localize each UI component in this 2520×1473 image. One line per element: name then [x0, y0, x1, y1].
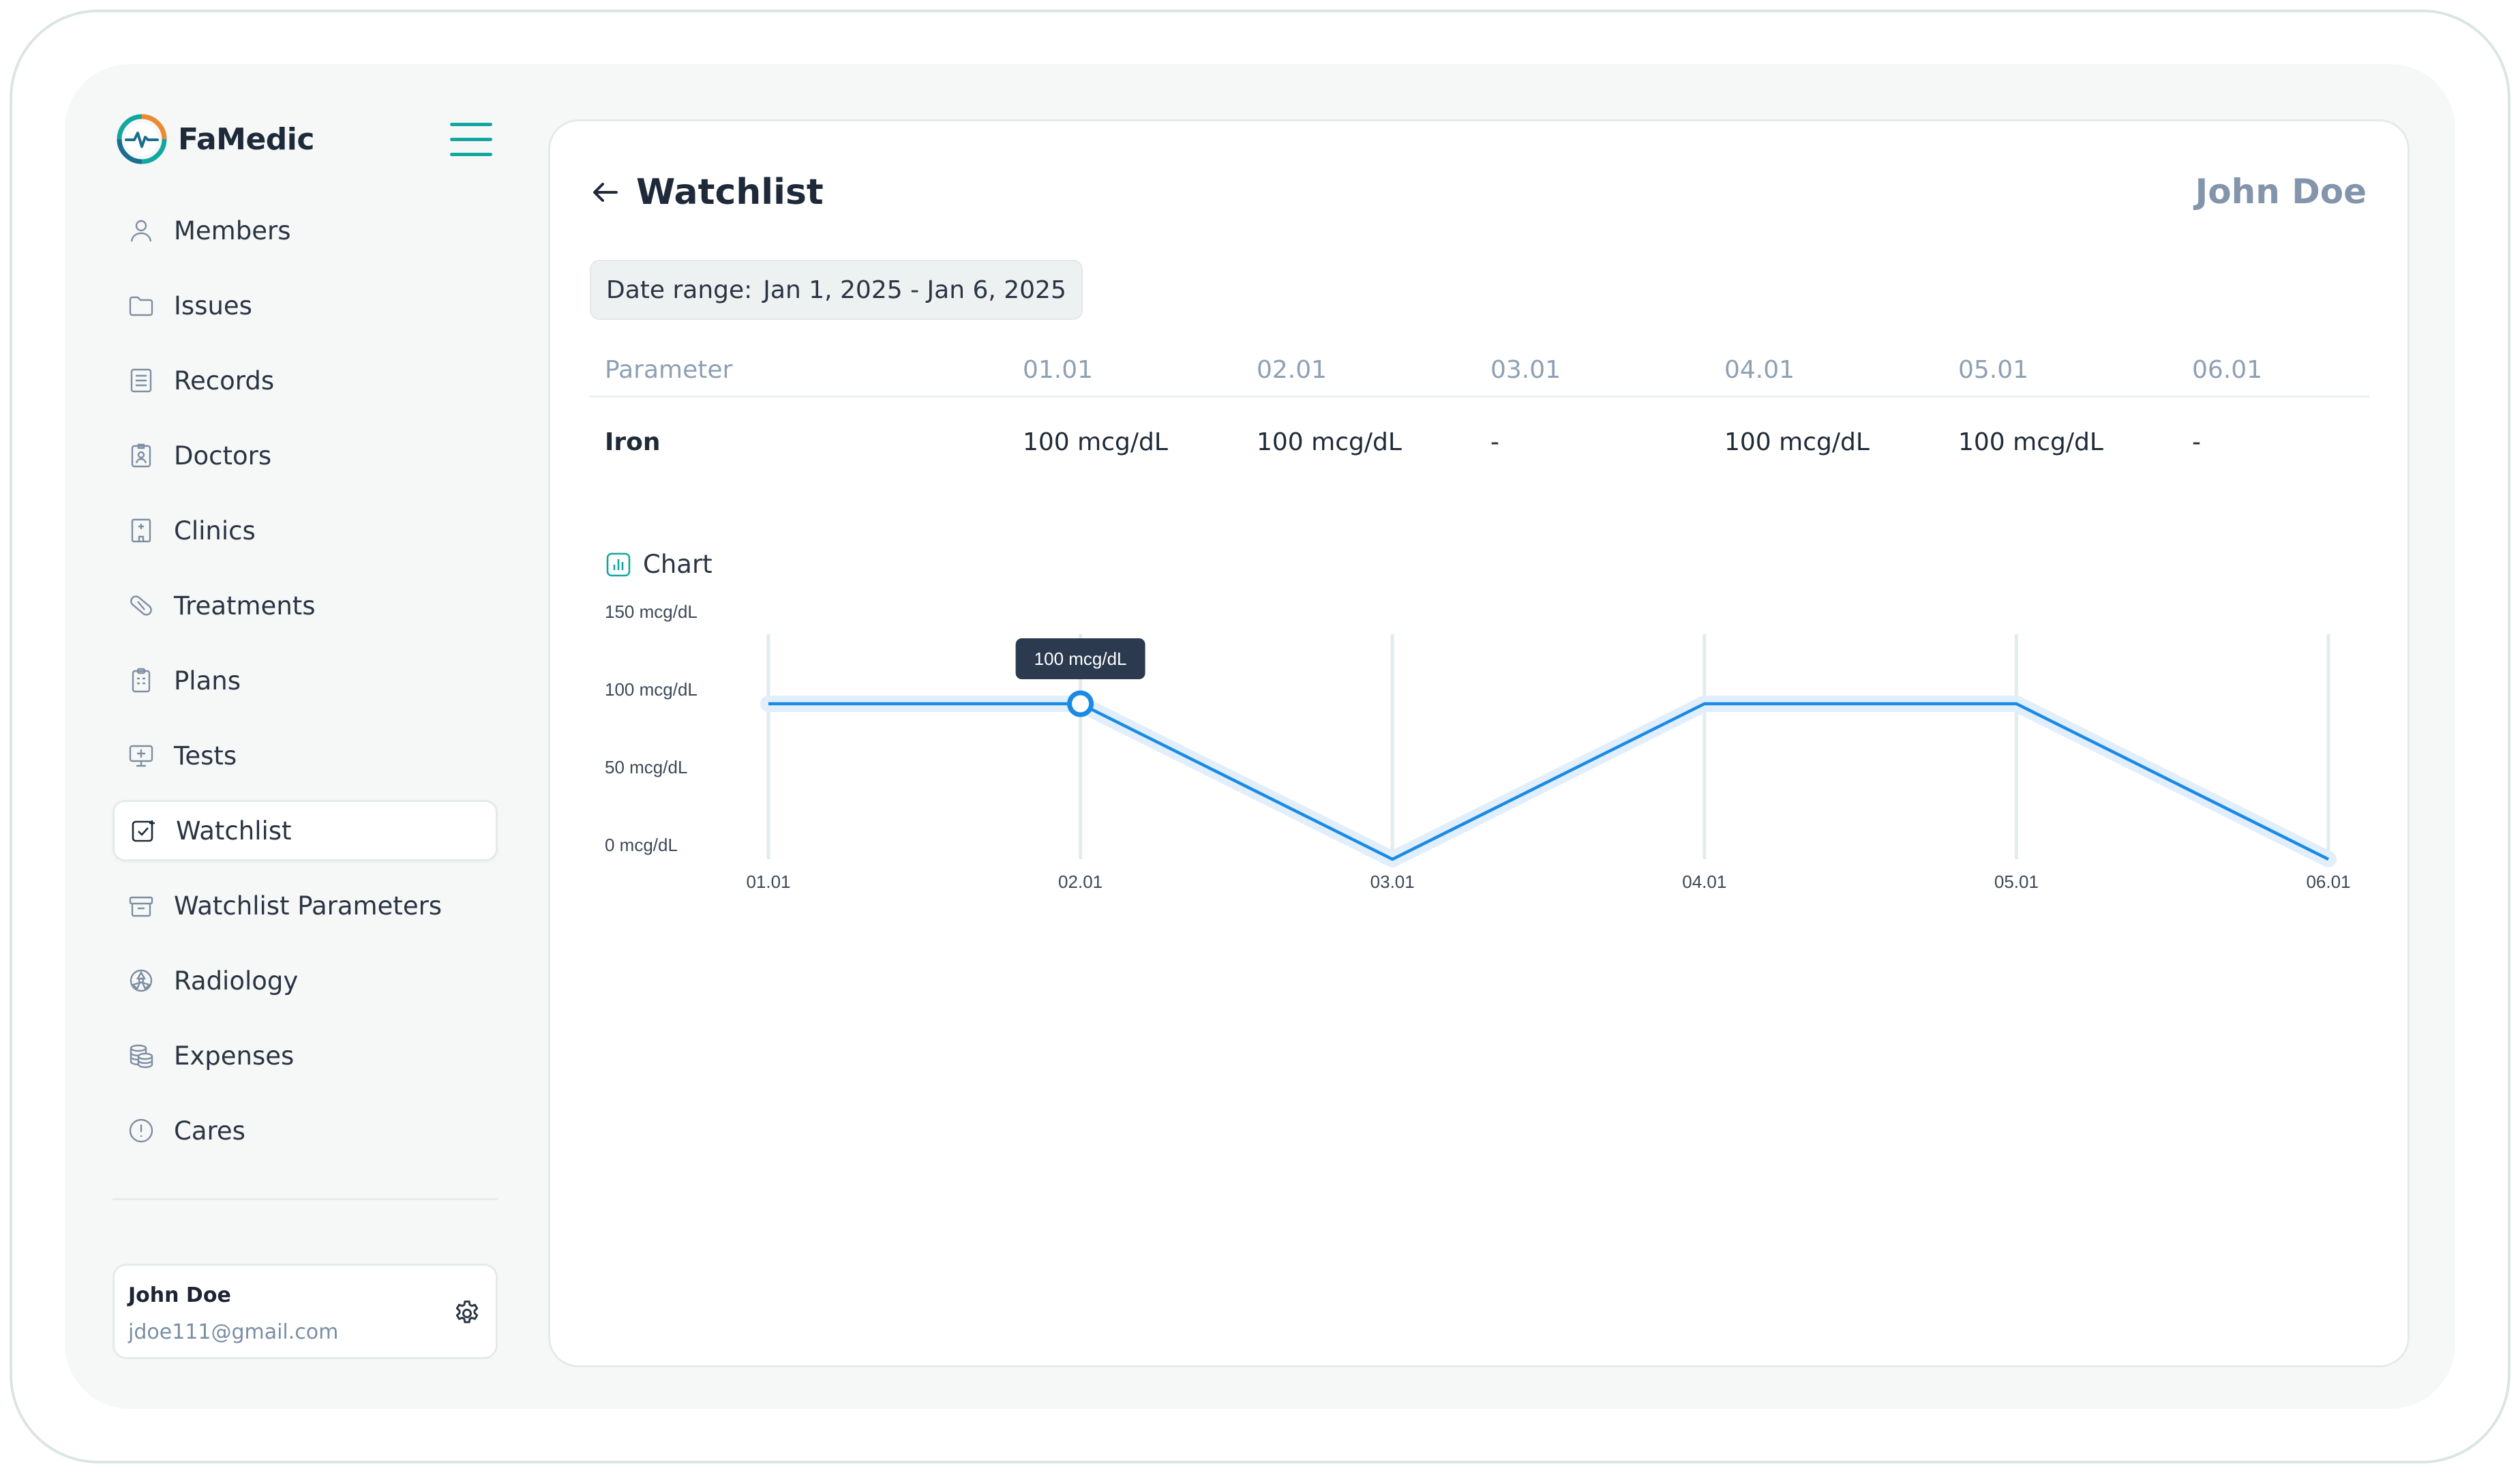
sidebar-item-label: Expenses [174, 1041, 295, 1071]
hamburger-icon [450, 123, 492, 126]
column-header: 05.01 [1958, 355, 2029, 384]
data-point[interactable] [756, 691, 781, 716]
building-icon [131, 518, 151, 543]
sidebar-item-label: Clinics [174, 516, 256, 546]
x-tick-label: 04.01 [1682, 872, 1726, 892]
brand-name: FaMedic [178, 121, 314, 157]
alert-circle-icon [129, 1118, 153, 1143]
y-tick-label: 0 mcg/dL [605, 835, 678, 855]
sidebar-item-clinics[interactable]: Clinics [112, 500, 498, 561]
y-tick-label: 100 mcg/dL [605, 679, 698, 700]
document-list-icon [130, 368, 152, 393]
user-email: jdoe111@gmail.com [128, 1320, 339, 1344]
gear-icon[interactable] [452, 1298, 482, 1328]
sidebar-item-label: Issues [174, 291, 252, 321]
sidebar-item-issues[interactable]: Issues [112, 275, 498, 336]
y-tick-label: 50 mcg/dL [605, 757, 687, 777]
sidebar-item-plans[interactable]: Plans [112, 650, 498, 711]
series-line-glow [760, 696, 2337, 867]
sidebar-item-label: Doctors [174, 441, 272, 471]
table-cell: 100 mcg/dL [1023, 428, 1168, 456]
table-cell: 100 mcg/dL [1257, 428, 1402, 456]
menu-toggle-button[interactable] [450, 123, 492, 157]
sidebar-divider [112, 1198, 498, 1200]
sidebar-item-label: Watchlist Parameters [174, 891, 442, 921]
sidebar-item-treatments[interactable]: Treatments [112, 575, 498, 636]
watchlist-panel: Watchlist John Doe Date range: Jan 1, 20… [548, 119, 2410, 1367]
x-tick-label: 02.01 [1058, 872, 1102, 892]
sidebar-item-doctors[interactable]: Doctors [112, 425, 498, 486]
x-tick-label: 03.01 [1370, 872, 1415, 892]
page-title: Watchlist [636, 172, 824, 213]
watchlist-icon [132, 820, 155, 842]
sidebar-item-label: Plans [174, 666, 241, 696]
date-range-picker[interactable]: Date range: Jan 1, 2025 - Jan 6, 2025 [590, 260, 1083, 320]
series-line [768, 702, 2330, 861]
column-header: 04.01 [1724, 355, 1795, 384]
radiology-icon [130, 969, 153, 992]
sidebar: FaMedic Members Issues Records Doctors C… [112, 109, 498, 1364]
chart-heading-label: Chart [643, 550, 712, 579]
x-tick-label: 05.01 [1994, 872, 2039, 892]
column-header: Parameter [605, 355, 733, 384]
data-point[interactable] [2004, 691, 2028, 716]
watchlist-table: Parameter 01.01 02.01 03.01 04.01 05.01 … [590, 343, 2369, 486]
tooltip-box [1015, 638, 1145, 679]
sidebar-item-members[interactable]: Members [112, 200, 498, 261]
famedic-logo-icon [117, 114, 167, 164]
chart-heading: Chart [605, 550, 712, 579]
sidebar-item-label: Members [174, 215, 291, 246]
back-arrow-icon[interactable] [589, 176, 622, 209]
y-tick-label: 150 mcg/dL [605, 601, 698, 622]
data-point[interactable] [1380, 847, 1405, 872]
sidebar-item-label: Radiology [174, 966, 299, 996]
user-icon [130, 220, 152, 242]
sidebar-nav: Members Issues Records Doctors Clinics T… [112, 200, 498, 1175]
sidebar-item-label: Cares [174, 1116, 245, 1146]
user-name: John Doe [128, 1283, 231, 1307]
sidebar-item-label: Treatments [174, 591, 316, 621]
data-point[interactable] [1692, 691, 1717, 716]
data-point[interactable] [2316, 847, 2341, 872]
data-point[interactable] [1068, 691, 1093, 716]
sidebar-item-expenses[interactable]: Expenses [112, 1025, 498, 1086]
x-tick-label: 01.01 [746, 872, 790, 892]
column-header: 01.01 [1023, 355, 1094, 384]
doctor-badge-icon [131, 443, 151, 468]
user-profile-card[interactable]: John Doe jdoe111@gmail.com [112, 1264, 498, 1359]
table-cell: - [2192, 428, 2201, 456]
sidebar-item-label: Records [174, 366, 275, 396]
patient-name: John Doe [2195, 172, 2367, 211]
sidebar-item-radiology[interactable]: Radiology [112, 950, 498, 1011]
pill-icon [130, 595, 152, 616]
x-tick-label: 06.01 [2306, 872, 2350, 892]
sidebar-item-label: Tests [174, 741, 237, 771]
date-range-value: Jan 1, 2025 - Jan 6, 2025 [763, 276, 1066, 304]
table-cell: 100 mcg/dL [1724, 428, 1870, 456]
column-header: 06.01 [2192, 355, 2263, 384]
monitor-plus-icon [129, 745, 153, 767]
column-header: 03.01 [1490, 355, 1561, 384]
folder-icon [129, 296, 153, 316]
clipboard-icon [132, 668, 151, 693]
sidebar-item-records[interactable]: Records [112, 350, 498, 411]
tooltip-label: 100 mcg/dL [1034, 649, 1127, 669]
table-cell: - [1490, 428, 1499, 456]
sidebar-item-tests[interactable]: Tests [112, 725, 498, 786]
table-row[interactable]: Iron 100 mcg/dL 100 mcg/dL - 100 mcg/dL … [590, 398, 2369, 486]
coins-icon [130, 1044, 153, 1069]
archive-icon [129, 896, 153, 917]
table-header-row: Parameter 01.01 02.01 03.01 04.01 05.01 … [590, 343, 2369, 398]
sidebar-item-label: Watchlist [176, 816, 292, 846]
column-header: 02.01 [1257, 355, 1328, 384]
brand[interactable]: FaMedic [117, 112, 314, 166]
table-cell: 100 mcg/dL [1958, 428, 2103, 456]
date-range-label: Date range: [606, 276, 753, 304]
sidebar-item-watchlist[interactable]: Watchlist [112, 800, 498, 861]
sidebar-item-watchlist-parameters[interactable]: Watchlist Parameters [112, 875, 498, 936]
sidebar-item-cares[interactable]: Cares [112, 1100, 498, 1161]
table-cell: Iron [605, 428, 661, 456]
chart-icon [606, 552, 631, 576]
